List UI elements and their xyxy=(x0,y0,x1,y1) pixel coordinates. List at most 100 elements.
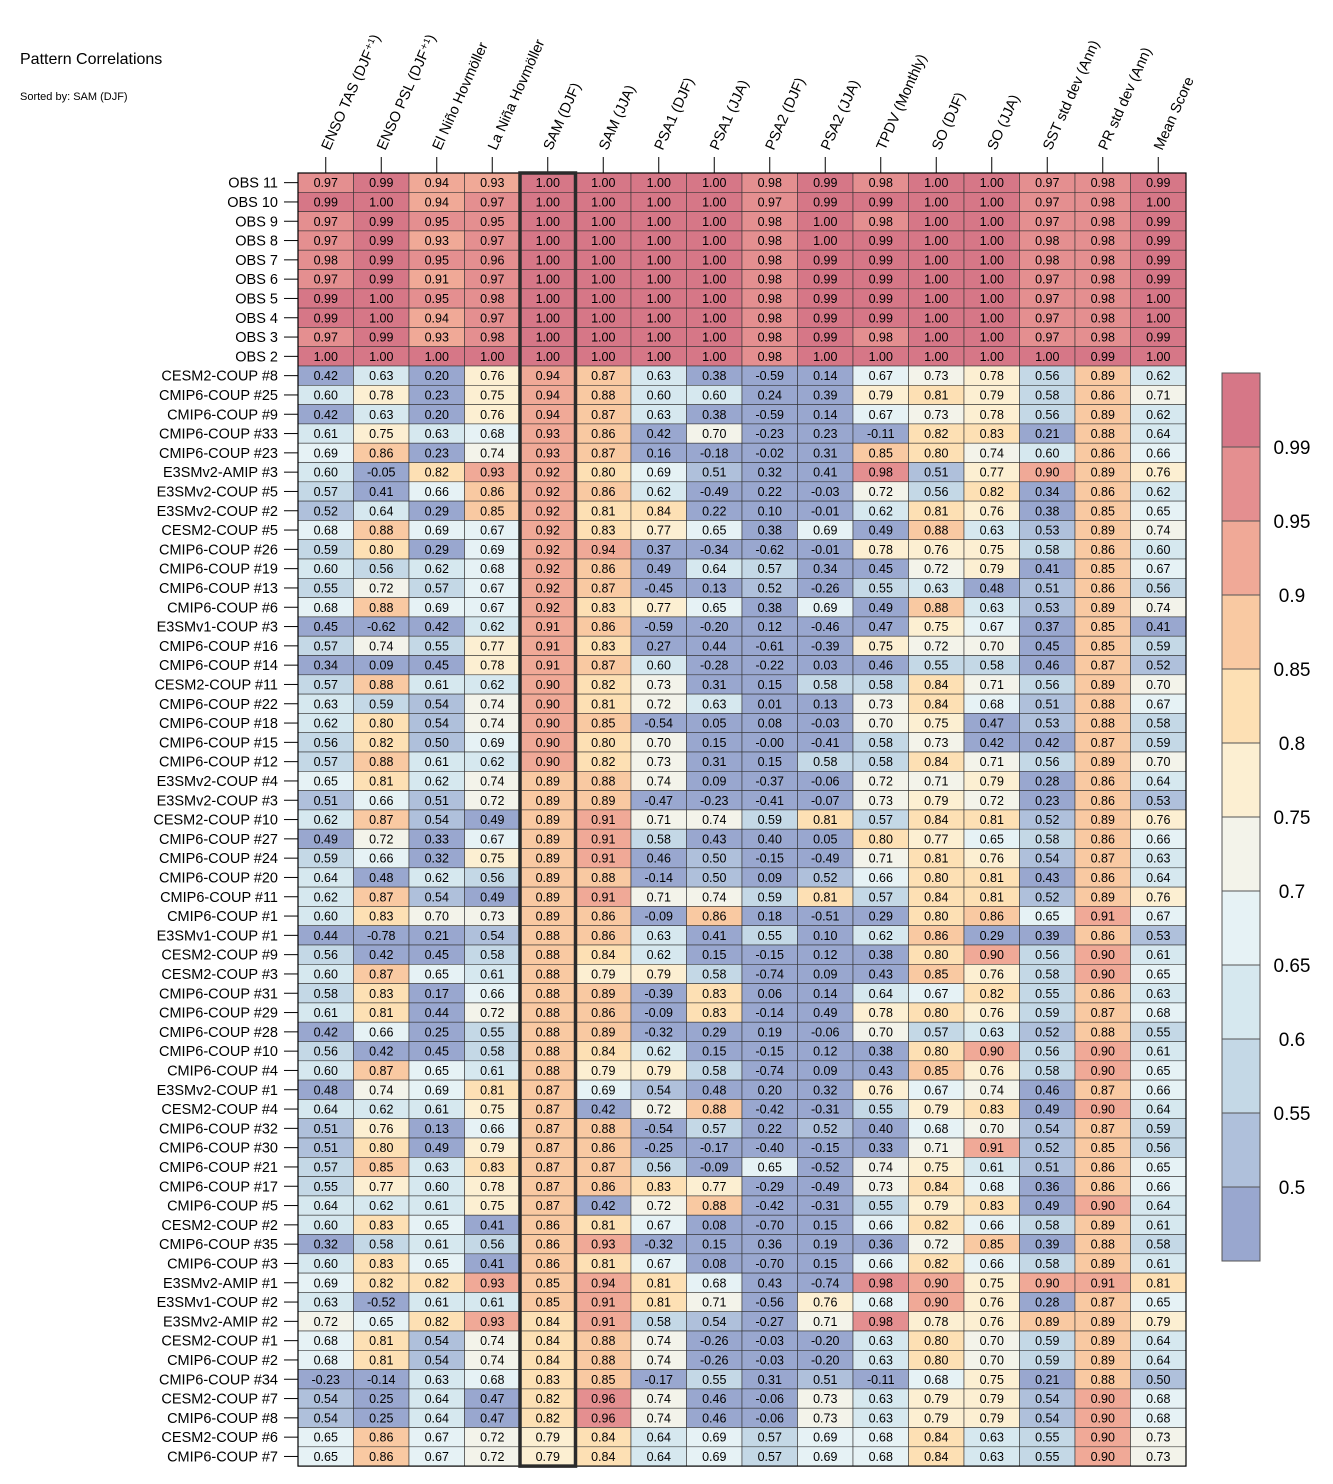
cell-value: 0.75 xyxy=(924,620,948,634)
cell-value: 0.31 xyxy=(702,678,726,692)
cell-value: 0.55 xyxy=(869,1199,893,1213)
row-label: CMIP6-COUP #17 xyxy=(159,1179,278,1195)
cell-value: 0.56 xyxy=(1035,948,1059,962)
cell-value: 0.36 xyxy=(869,1238,893,1252)
cell-value: 0.71 xyxy=(702,1296,726,1310)
cell-value: -0.25 xyxy=(645,1141,674,1155)
cell-value: 0.05 xyxy=(702,717,726,731)
cell-value: 0.88 xyxy=(536,948,560,962)
cell-value: 0.36 xyxy=(758,1238,782,1252)
cell-value: 0.75 xyxy=(924,717,948,731)
cell-value: -0.02 xyxy=(756,446,785,460)
cell-value: 0.25 xyxy=(369,1392,393,1406)
cell-value: 0.31 xyxy=(813,446,837,460)
cell-value: 0.68 xyxy=(869,1450,893,1464)
cell-value: 0.81 xyxy=(647,1276,671,1290)
cell-value: 0.65 xyxy=(702,601,726,615)
cell-value: 0.86 xyxy=(1091,774,1115,788)
cell-value: 0.72 xyxy=(480,1006,504,1020)
row-label: CESM2-COUP #11 xyxy=(154,677,278,693)
cell-value: 0.94 xyxy=(536,408,560,422)
cell-value: 0.77 xyxy=(647,601,671,615)
cell-value: 0.84 xyxy=(591,1431,615,1445)
cell-value: 0.96 xyxy=(591,1411,615,1425)
cell-value: 0.83 xyxy=(591,524,615,538)
cell-value: 0.15 xyxy=(702,1045,726,1059)
cell-value: 1.00 xyxy=(1035,350,1059,364)
cell-value: 0.88 xyxy=(536,1064,560,1078)
colorbar-segment xyxy=(1222,965,1260,1040)
cell-value: 0.66 xyxy=(869,1257,893,1271)
cell-value: 0.15 xyxy=(702,1238,726,1252)
cell-value: 0.90 xyxy=(536,697,560,711)
cell-value: 1.00 xyxy=(924,215,948,229)
cell-value: 0.67 xyxy=(869,408,893,422)
cell-value: 0.56 xyxy=(1035,369,1059,383)
cell-value: 0.32 xyxy=(314,1238,338,1252)
cell-value: 0.98 xyxy=(869,1315,893,1329)
cell-value: 0.79 xyxy=(924,1103,948,1117)
cell-value: 0.81 xyxy=(369,1006,393,1020)
cell-value: 0.71 xyxy=(980,678,1004,692)
cell-value: 0.66 xyxy=(980,1257,1004,1271)
cell-value: 1.00 xyxy=(980,331,1004,345)
cell-value: 0.64 xyxy=(1146,1334,1170,1348)
cell-value: 0.23 xyxy=(425,388,449,402)
cell-value: 0.97 xyxy=(480,273,504,287)
cell-value: 0.90 xyxy=(536,678,560,692)
cell-value: 0.49 xyxy=(480,890,504,904)
cell-value: 0.90 xyxy=(1091,1411,1115,1425)
cell-value: 0.77 xyxy=(980,466,1004,480)
cell-value: 0.81 xyxy=(980,871,1004,885)
cell-value: 0.58 xyxy=(702,1064,726,1078)
cell-value: 0.51 xyxy=(702,466,726,480)
cell-value: 0.90 xyxy=(924,1296,948,1310)
cell-value: 0.63 xyxy=(647,929,671,943)
cell-value: 0.86 xyxy=(591,427,615,441)
row-label: CMIP6-COUP #5 xyxy=(167,1199,278,1215)
cell-value: 0.67 xyxy=(1146,910,1170,924)
cell-value: 0.86 xyxy=(369,1450,393,1464)
cell-value: 0.69 xyxy=(813,1431,837,1445)
cell-value: 0.98 xyxy=(758,253,782,267)
cell-value: 0.59 xyxy=(1035,1006,1059,1020)
row-label: CMIP6-COUP #30 xyxy=(159,1141,278,1157)
cell-value: 0.52 xyxy=(758,581,782,595)
cell-value: 0.68 xyxy=(702,1276,726,1290)
cell-value: 0.90 xyxy=(924,1276,948,1290)
cell-value: 0.78 xyxy=(980,369,1004,383)
cell-value: 0.86 xyxy=(1091,543,1115,557)
cell-value: 0.91 xyxy=(1091,1276,1115,1290)
cell-value: 0.55 xyxy=(924,659,948,673)
colorbar-segment xyxy=(1222,891,1260,966)
cell-value: 0.72 xyxy=(924,1238,948,1252)
cell-value: -0.40 xyxy=(756,1141,785,1155)
cell-value: 0.23 xyxy=(425,446,449,460)
colorbar-segment xyxy=(1222,1113,1260,1188)
cell-value: 0.58 xyxy=(1035,388,1059,402)
row-label: CMIP6-COUP #23 xyxy=(159,446,278,462)
cell-value: 0.87 xyxy=(591,369,615,383)
cell-value: -0.59 xyxy=(756,369,785,383)
row-label: CMIP6-COUP #21 xyxy=(159,1160,278,1176)
cell-value: 0.99 xyxy=(369,253,393,267)
cell-value: -0.47 xyxy=(645,794,674,808)
cell-value: 0.80 xyxy=(369,1141,393,1155)
cell-value: 0.62 xyxy=(369,1103,393,1117)
cell-value: 0.90 xyxy=(1091,1450,1115,1464)
cell-value: 0.87 xyxy=(591,581,615,595)
cell-value: 0.64 xyxy=(314,1103,338,1117)
cell-value: 0.56 xyxy=(314,736,338,750)
cell-value: 0.15 xyxy=(758,678,782,692)
cell-value: 0.60 xyxy=(425,1180,449,1194)
cell-value: 0.24 xyxy=(758,388,782,402)
cell-value: -0.20 xyxy=(811,1334,840,1348)
cell-value: 0.99 xyxy=(813,292,837,306)
cell-value: 0.43 xyxy=(702,832,726,846)
cell-value: 0.83 xyxy=(647,1180,671,1194)
cell-value: 0.85 xyxy=(536,1276,560,1290)
cell-value: 0.80 xyxy=(591,466,615,480)
cell-value: 0.66 xyxy=(369,794,393,808)
cell-value: 0.72 xyxy=(980,794,1004,808)
cell-value: 1.00 xyxy=(980,311,1004,325)
